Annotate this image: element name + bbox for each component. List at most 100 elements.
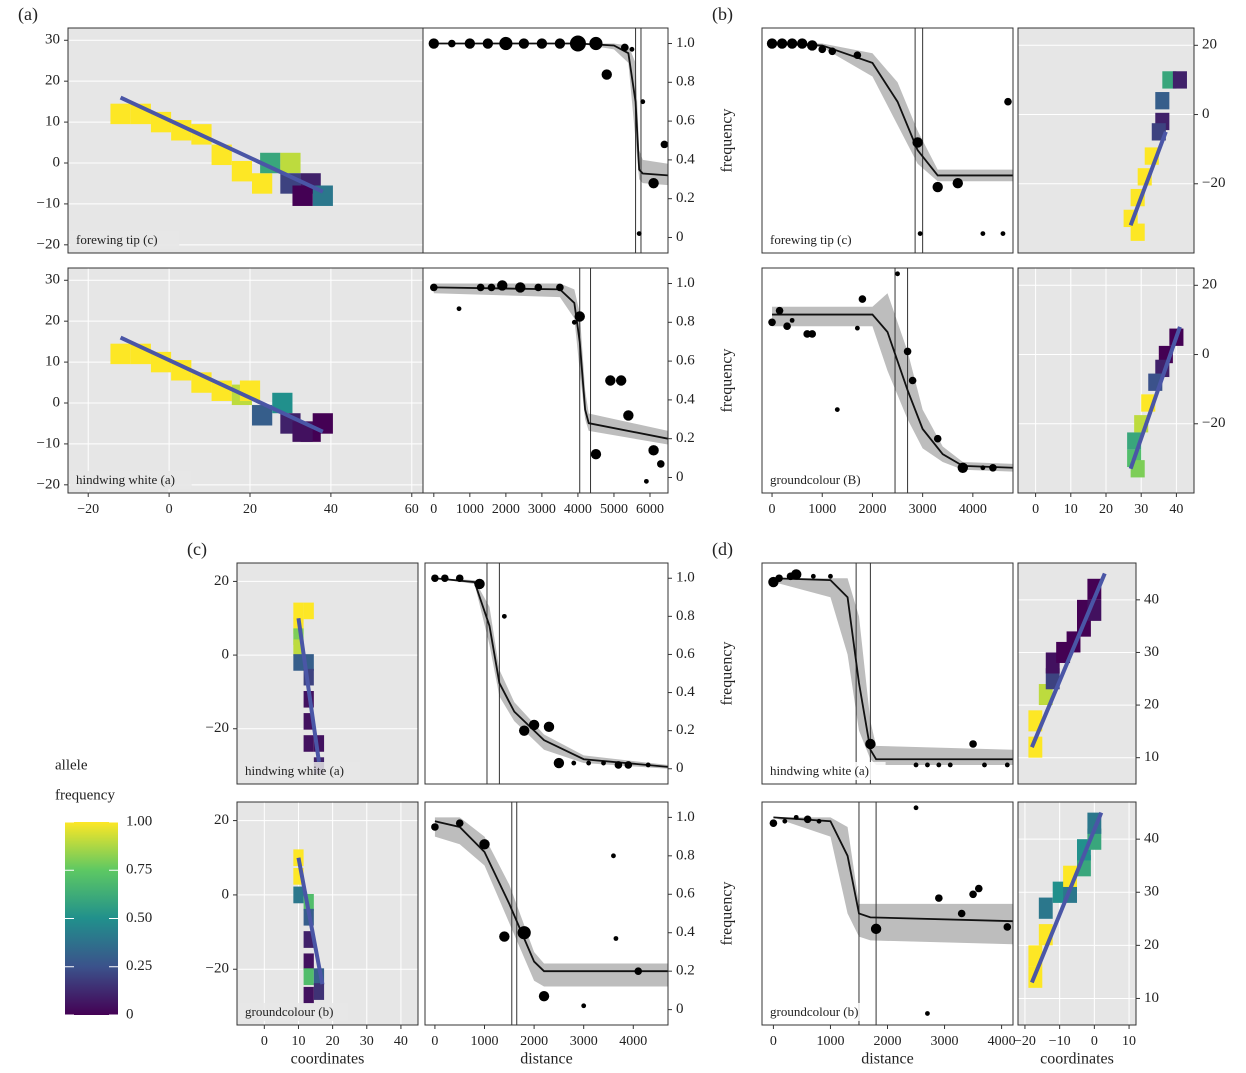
label-background	[239, 1003, 349, 1021]
x-axis-title: distance	[520, 1051, 572, 1068]
x-tick-label: 2000	[874, 1034, 902, 1049]
x-tick-label: 20	[1099, 502, 1113, 517]
plot-area	[1018, 563, 1136, 784]
frequency-cell	[303, 713, 314, 730]
map-background	[68, 28, 432, 253]
x-tick-label: 1000	[808, 502, 836, 517]
label-background	[239, 762, 361, 780]
sample-point	[865, 738, 876, 750]
colorbar-title: allele	[55, 757, 88, 773]
confidence-band	[434, 817, 668, 987]
frequency-cell	[272, 392, 293, 414]
panel-caption: groundcolour (B)	[770, 472, 861, 487]
sample-point	[796, 38, 808, 49]
panel-caption: forewing tip (c)	[76, 232, 158, 247]
transect-line	[1128, 326, 1182, 470]
panel: allele frequency 0 0.25 0.50 0.75 1.00	[55, 757, 152, 1022]
plot-area	[237, 802, 418, 1025]
sample-point	[553, 757, 565, 769]
colorbar-tick-label: 1.00	[126, 813, 152, 829]
sample-point	[614, 761, 623, 769]
sample-point	[636, 231, 642, 237]
y-tick-label: −20	[37, 236, 60, 252]
y-tick-label: 20	[1202, 277, 1217, 293]
x-tick-label: 10	[1122, 1034, 1136, 1049]
panel-frame	[761, 27, 1014, 254]
sample-point	[936, 762, 942, 768]
x-tick-label: 3000	[570, 1034, 598, 1049]
sample-point	[786, 38, 798, 49]
y-tick-label: 1.0	[676, 809, 695, 825]
x-tick-label: 40	[1169, 502, 1183, 517]
y-tick-label: 0.6	[676, 353, 695, 369]
y-tick-label: 0.8	[676, 847, 695, 863]
sample-point	[925, 762, 930, 768]
colorbar-tick-label: 0.75	[126, 862, 152, 878]
label-background	[764, 231, 874, 249]
frequency-cell	[303, 602, 314, 620]
panel-frame	[236, 562, 419, 785]
cline-curve	[434, 577, 668, 768]
frequency-cell	[303, 735, 314, 752]
frequency-cell	[292, 185, 313, 206]
sample-point	[952, 177, 963, 189]
plot-area	[423, 28, 668, 253]
panel-caption: groundcolour (b)	[770, 1004, 858, 1019]
frequency-cell	[303, 968, 314, 986]
sample-point	[803, 815, 812, 824]
cline-curve	[772, 42, 1013, 177]
panel: −20 −10 0 10 20 30 −20 0 20 40 60 hindwing white (a…	[37, 267, 433, 517]
transect-line	[1030, 572, 1107, 748]
sample-point	[828, 47, 837, 56]
x-tick-label: 10	[1064, 502, 1078, 517]
x-tick-label: −20	[1014, 1034, 1036, 1049]
y-tick-label: 10	[1144, 990, 1159, 1006]
frequency-cell	[293, 602, 304, 620]
panel-frame	[1017, 27, 1195, 254]
plot-area	[762, 563, 1013, 784]
x-tick-label: 2000	[492, 502, 520, 517]
plot-background	[423, 28, 668, 253]
frequency-cell	[303, 986, 314, 1004]
sample-point	[428, 38, 440, 49]
plot-area	[762, 28, 1013, 253]
sample-point	[538, 990, 550, 1002]
transect-line	[1128, 131, 1168, 227]
confidence-band	[773, 817, 1013, 945]
y-tick-label: 0.2	[676, 190, 695, 206]
y-tick-label: 0	[676, 760, 684, 776]
x-tick-label: 5000	[600, 502, 628, 517]
frequency-cell	[1038, 897, 1053, 919]
sample-point	[870, 923, 882, 935]
x-tick-label: 10	[291, 1034, 305, 1049]
y-tick-label: 20	[214, 812, 229, 828]
panel: 10 20 30 40	[1017, 562, 1159, 785]
frequency-cell	[1162, 71, 1177, 89]
panel: hindwing white (a) (d) frequency	[712, 539, 1014, 785]
panel: −20 0 20	[1017, 27, 1225, 254]
panel-frame	[1017, 562, 1137, 785]
x-tick-label: 40	[324, 502, 338, 517]
y-tick-label: 40	[1144, 831, 1159, 847]
x-tick-label: −10	[1049, 1034, 1071, 1049]
sample-point	[1000, 231, 1006, 237]
plot-background	[762, 28, 1013, 253]
panel-frame	[424, 562, 669, 785]
y-tick-label: 10	[1144, 749, 1159, 765]
sample-point	[574, 311, 585, 322]
sample-point	[648, 177, 659, 189]
y-tick-label: 30	[45, 32, 60, 48]
sample-point	[913, 762, 919, 768]
panel-frame	[1017, 801, 1137, 1026]
sample-point	[611, 853, 616, 859]
panel: −20 0 20 0 10 20 30 40 groundcolour (b) coordinat…	[206, 801, 419, 1068]
frequency-cell	[313, 983, 325, 1000]
sample-point	[518, 725, 530, 736]
y-tick-label: 0.4	[676, 391, 695, 407]
sample-point	[528, 719, 540, 731]
sample-point	[499, 36, 513, 51]
sample-point	[645, 762, 651, 768]
transect-line	[296, 857, 325, 985]
frequency-cell	[231, 160, 253, 182]
